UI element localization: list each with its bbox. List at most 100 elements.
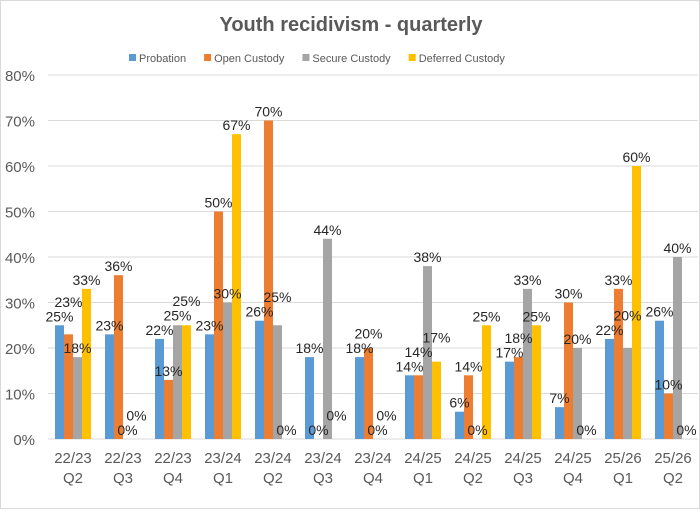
y-tick-label: 30% [5, 296, 35, 313]
data-label: 17% [495, 345, 523, 361]
legend-swatch [129, 54, 136, 61]
legend-label: Deferred Custody [419, 53, 506, 65]
data-label: 6% [449, 395, 469, 411]
bar-probation [555, 407, 564, 439]
bar-secure-custody [273, 325, 282, 439]
legend-swatch [302, 54, 310, 61]
data-label: 23% [95, 317, 123, 333]
bar-deferred-custody [632, 166, 641, 439]
data-label: 33% [604, 272, 632, 288]
data-label: 22% [595, 322, 623, 338]
x-tick-label: 24/25 [404, 450, 442, 467]
data-label: 25% [522, 308, 550, 324]
data-label: 26% [245, 304, 273, 320]
x-tick-label: Q2 [463, 470, 483, 487]
data-label: 20% [613, 307, 641, 323]
legend-swatch [408, 54, 416, 61]
bar-probation [55, 325, 64, 439]
data-label: 0% [467, 422, 487, 438]
data-label: 20% [354, 326, 382, 342]
x-tick-label: 23/24 [204, 450, 242, 467]
bar-deferred-custody [432, 361, 441, 439]
x-tick-label: Q3 [113, 470, 133, 487]
data-label: 18% [345, 340, 373, 356]
legend-swatch [204, 54, 212, 61]
bar-open-custody [64, 334, 73, 439]
bar-deferred-custody [482, 325, 491, 439]
bar-probation [155, 338, 164, 439]
x-tick-label: Q2 [63, 470, 83, 487]
data-label: 18% [504, 330, 532, 346]
data-label: 0% [126, 408, 146, 424]
x-tick-label: Q2 [663, 470, 683, 487]
bar-open-custody [214, 211, 223, 439]
x-tick-label: Q3 [513, 470, 533, 487]
bar-probation [205, 334, 214, 439]
x-tick-label: Q4 [163, 470, 183, 487]
data-label: 0% [367, 422, 387, 438]
data-label: 0% [326, 408, 346, 424]
bar-secure-custody [323, 238, 332, 439]
x-tick-label: Q1 [413, 470, 433, 487]
y-tick-label: 70% [5, 114, 35, 131]
x-tick-label: 25/26 [654, 450, 692, 467]
bar-open-custody [364, 348, 373, 439]
x-tick-label: 24/25 [454, 450, 492, 467]
x-tick-label: 23/24 [254, 450, 292, 467]
bar-deferred-custody [532, 325, 541, 439]
data-label: 7% [549, 390, 569, 406]
bar-open-custody [514, 357, 523, 439]
data-label: 0% [376, 408, 396, 424]
x-tick-label: Q4 [363, 470, 383, 487]
bar-probation [505, 361, 514, 439]
x-tick-label: 23/24 [304, 450, 342, 467]
y-tick-label: 60% [5, 159, 35, 176]
bar-secure-custody [223, 302, 232, 439]
bar-secure-custody [523, 288, 532, 439]
x-tick-label: Q3 [313, 470, 333, 487]
x-tick-label: 24/25 [504, 450, 542, 467]
legend-label: Probation [139, 53, 186, 65]
bar-secure-custody [673, 257, 682, 439]
data-label: 44% [313, 222, 341, 238]
x-tick-label: Q2 [263, 470, 283, 487]
x-tick-label: 25/26 [604, 450, 642, 467]
data-label: 26% [645, 304, 673, 320]
data-label: 70% [254, 104, 282, 120]
y-tick-label: 10% [5, 387, 35, 404]
data-label: 23% [195, 317, 223, 333]
data-label: 30% [213, 286, 241, 302]
data-label: 25% [172, 293, 200, 309]
data-label: 30% [554, 286, 582, 302]
y-tick-label: 50% [5, 205, 35, 222]
bar-secure-custody [573, 348, 582, 439]
bar-probation [105, 334, 114, 439]
x-tick-label: 24/25 [554, 450, 592, 467]
bar-open-custody [664, 393, 673, 439]
y-tick-label: 40% [5, 250, 35, 267]
bar-deferred-custody [182, 325, 191, 439]
legend-label: Secure Custody [312, 53, 391, 65]
bar-deferred-custody [232, 134, 241, 439]
data-label: 18% [63, 340, 91, 356]
data-label: 50% [204, 195, 232, 211]
bar-deferred-custody [82, 288, 91, 439]
y-tick-label: 80% [5, 68, 35, 85]
data-label: 17% [422, 329, 450, 345]
x-tick-label: Q4 [563, 470, 583, 487]
x-tick-label: 22/23 [54, 450, 92, 467]
x-tick-label: Q1 [613, 470, 633, 487]
data-label: 20% [563, 331, 591, 347]
bar-open-custody [614, 288, 623, 439]
bar-probation [255, 320, 264, 439]
bar-probation [405, 375, 414, 439]
x-tick-label: 22/23 [104, 450, 142, 467]
data-label: 14% [395, 358, 423, 374]
bar-probation [455, 411, 464, 439]
data-label: 14% [454, 358, 482, 374]
data-label: 25% [263, 289, 291, 305]
bar-open-custody [414, 375, 423, 439]
bar-probation [355, 357, 364, 439]
